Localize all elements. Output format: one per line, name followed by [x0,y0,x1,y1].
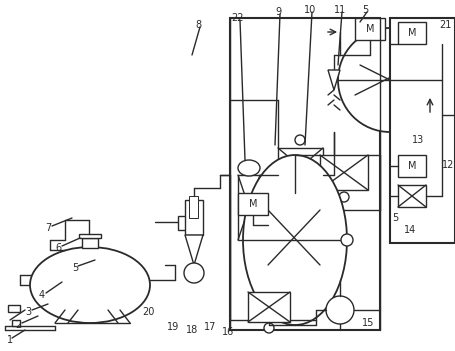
Text: 9: 9 [274,7,280,17]
Circle shape [340,234,352,246]
Text: 14: 14 [403,225,415,235]
Text: 20: 20 [142,307,154,317]
Bar [12,320,20,326]
Text: 2: 2 [15,320,21,330]
Bar [8,305,20,312]
Text: 10: 10 [303,5,315,15]
Text: M: M [407,28,415,38]
Text: 4: 4 [39,290,45,300]
Circle shape [337,28,441,132]
Circle shape [325,296,353,324]
Text: 17: 17 [203,322,216,332]
Ellipse shape [243,155,346,325]
Bar [79,234,101,238]
Text: M: M [365,24,374,34]
Ellipse shape [30,247,150,323]
Text: 21: 21 [438,20,450,30]
Bar [389,18,454,243]
Bar [188,196,197,218]
Bar [229,18,379,330]
Text: 16: 16 [222,327,233,337]
Bar [82,238,98,248]
Text: 18: 18 [186,325,197,335]
Text: 6: 6 [55,243,61,253]
Text: 13: 13 [411,135,423,145]
Bar [177,216,187,230]
Polygon shape [327,70,339,90]
Text: 3: 3 [25,307,31,317]
Text: M: M [407,161,415,171]
Bar [397,22,425,44]
Circle shape [263,323,273,333]
Text: 1: 1 [7,335,13,345]
Polygon shape [185,235,202,265]
Circle shape [294,135,304,145]
Text: 5: 5 [72,263,78,273]
Text: 12: 12 [441,160,453,170]
Text: 22: 22 [231,13,244,23]
Text: 8: 8 [194,20,201,30]
Text: 7: 7 [45,223,51,233]
Bar [354,18,384,40]
Text: 5: 5 [391,213,397,223]
Text: M: M [248,199,257,209]
Text: 19: 19 [167,322,179,332]
Bar [185,200,202,235]
Text: 5: 5 [361,5,367,15]
Circle shape [338,192,348,202]
Bar [319,155,367,190]
Text: 11: 11 [333,5,345,15]
Bar [238,193,268,215]
Bar [278,148,322,186]
Circle shape [184,263,203,283]
Bar [238,175,259,240]
Text: 15: 15 [361,318,374,328]
Ellipse shape [238,160,259,176]
Bar [397,185,425,207]
Bar [397,155,425,177]
Bar [248,292,289,322]
